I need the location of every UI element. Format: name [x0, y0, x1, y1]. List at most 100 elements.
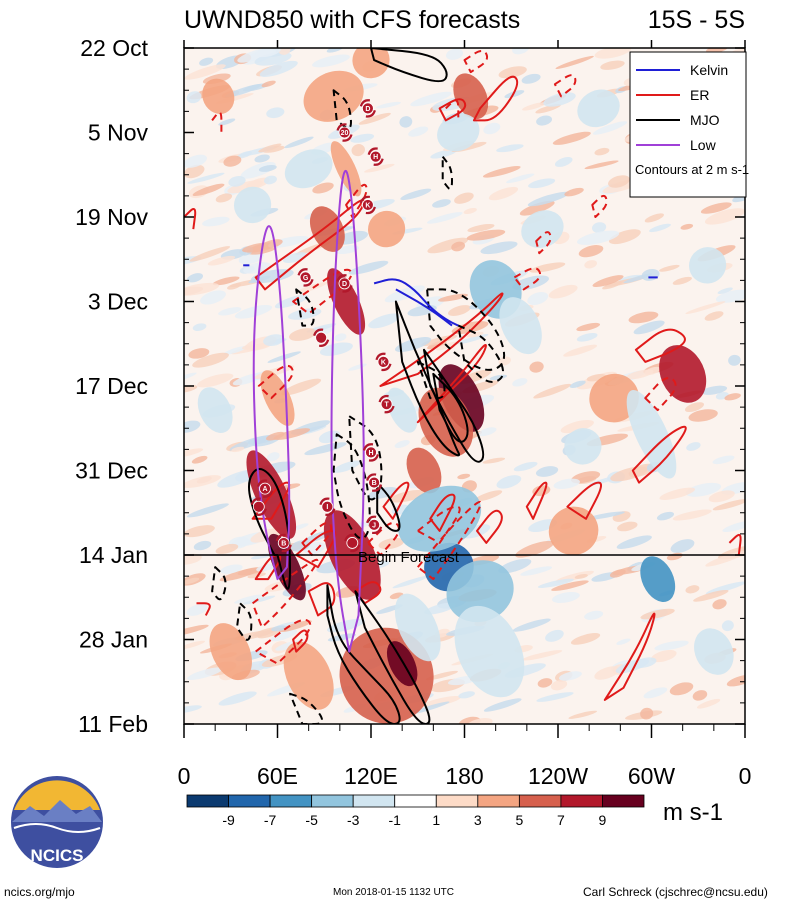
texture-streak	[644, 213, 664, 223]
storm-marker: D	[359, 99, 376, 118]
texture-streak	[186, 503, 229, 518]
legend-note: Contours at 2 m s-1	[635, 162, 749, 177]
texture-streak	[283, 252, 308, 263]
texture-streak	[704, 208, 745, 225]
anomaly-blob	[327, 268, 366, 335]
begin-forecast-label: Begin Forecast	[358, 549, 460, 566]
texture-streak	[350, 133, 375, 143]
texture-streak	[271, 625, 287, 632]
texture-streak	[410, 91, 452, 107]
texture-streak	[312, 182, 334, 194]
texture-streak	[262, 145, 285, 153]
legend: Kelvin ER MJO Low Contours at 2 m s-1	[629, 51, 749, 198]
texture-streak	[202, 216, 230, 227]
texture-streak	[592, 121, 628, 135]
mjo-contour	[370, 48, 448, 83]
texture-streak	[223, 155, 242, 167]
colorbar-tick-label: 3	[474, 812, 482, 828]
anomaly-blob	[446, 560, 514, 623]
texture-streak	[186, 91, 202, 104]
texture-streak	[578, 245, 604, 258]
texture-streak	[633, 657, 657, 668]
colorbar-units: m s-1	[663, 799, 723, 826]
texture-streak	[543, 92, 576, 107]
texture-streak	[616, 638, 631, 645]
texture-streak	[259, 60, 298, 77]
er-contour	[292, 629, 309, 653]
texture-streak	[521, 73, 541, 84]
texture-streak	[399, 116, 413, 128]
anomaly-blob	[352, 48, 390, 79]
texture-streak	[430, 149, 457, 159]
texture-streak	[680, 223, 694, 230]
er-contour	[463, 50, 489, 74]
storm-label: K	[381, 359, 386, 366]
texture-streak	[600, 60, 625, 70]
texture-streak	[527, 191, 570, 207]
storm-marker: B	[275, 533, 292, 553]
low-contour	[330, 169, 365, 653]
texture-streak	[445, 48, 464, 60]
texture-streak	[656, 511, 675, 521]
texture-streak	[522, 102, 547, 111]
er-contour	[257, 364, 294, 400]
texture-streak	[496, 475, 522, 489]
texture-streak	[218, 691, 257, 706]
texture-streak	[368, 486, 398, 499]
texture-streak	[584, 610, 604, 620]
storm-dot	[361, 199, 374, 211]
texture-streak	[184, 640, 205, 650]
y-axis: 22 Oct 5 Nov 19 Nov 3 Dec 17 Dec 31 Dec 14 Jan…	[75, 35, 745, 737]
texture-streak	[278, 48, 291, 55]
colorbar-swatch	[518, 794, 562, 808]
texture-streak	[427, 237, 469, 254]
y-tick-label: 14 Jan	[79, 542, 148, 568]
y-tick-label: 3 Dec	[88, 289, 148, 315]
texture-streak	[649, 223, 671, 233]
texture-streak	[558, 671, 582, 681]
texture-streak	[184, 282, 220, 296]
texture-streak	[245, 177, 270, 190]
texture-streak	[334, 333, 347, 342]
footer-site: ncics.org/mjo	[4, 885, 75, 899]
storm-marker: 20	[336, 123, 353, 142]
texture-streak	[231, 446, 245, 453]
storm-swirl	[378, 394, 395, 414]
texture-streak	[184, 624, 209, 637]
storm-dot	[299, 271, 312, 284]
legend-label: Low	[690, 137, 717, 153]
texture-streak	[228, 176, 246, 187]
storm-marker: I	[319, 497, 336, 516]
texture-streak	[375, 560, 390, 568]
texture-streak	[266, 107, 285, 119]
storm-swirl	[367, 147, 384, 166]
texture-streak	[685, 301, 726, 314]
mjo-contour	[457, 324, 505, 383]
texture-streak	[207, 255, 236, 266]
texture-streak	[184, 448, 204, 458]
texture-streak	[576, 322, 601, 332]
texture-streak	[512, 618, 551, 632]
texture-streak	[187, 667, 223, 680]
texture-streak	[563, 344, 598, 357]
colorbar-tick-label: -7	[264, 812, 277, 828]
y-tick-label: 19 Nov	[75, 204, 148, 230]
texture-streak	[199, 57, 214, 66]
texture-streak	[438, 293, 468, 302]
texture-streak	[512, 275, 549, 291]
logo-text: NCICS	[31, 846, 84, 865]
x-tick-label: 60W	[628, 763, 676, 789]
texture-streak	[477, 427, 497, 437]
texture-streak	[706, 48, 728, 53]
storm-dot	[365, 446, 377, 459]
anomaly-blob	[309, 206, 345, 252]
storm-swirl	[359, 195, 376, 215]
colorbar-swatch	[602, 794, 645, 808]
texture-streak	[519, 200, 555, 216]
texture-streak	[480, 241, 518, 255]
texture-streak	[270, 629, 298, 642]
texture-streak	[521, 650, 563, 661]
texture-streak	[188, 348, 210, 359]
texture-streak	[451, 321, 489, 335]
texture-streak	[358, 112, 391, 125]
